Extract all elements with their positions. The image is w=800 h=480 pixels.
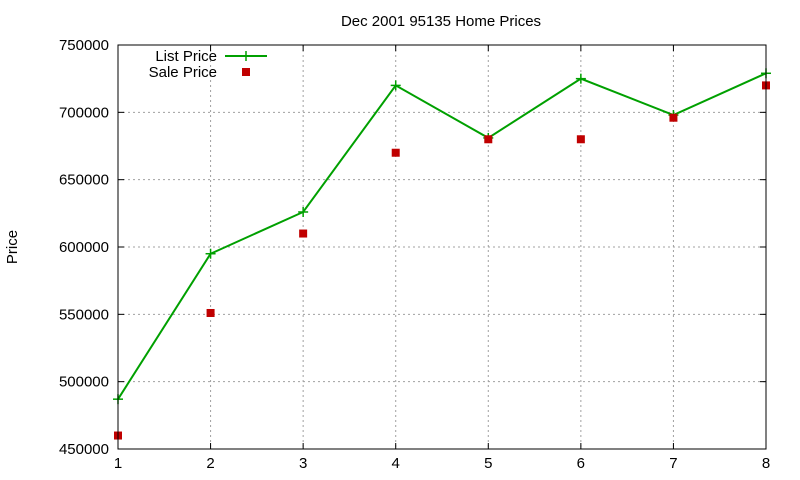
legend-label: Sale Price bbox=[149, 64, 217, 81]
data-point bbox=[575, 73, 586, 84]
data-point bbox=[669, 113, 678, 122]
legend-label: List Price bbox=[155, 48, 217, 65]
data-point bbox=[242, 68, 250, 76]
x-tick-label: 8 bbox=[762, 455, 770, 472]
y-tick-label: 700000 bbox=[59, 104, 109, 121]
y-tick-label: 750000 bbox=[59, 37, 109, 54]
series-line bbox=[117, 72, 767, 400]
data-point bbox=[298, 206, 309, 217]
x-tick-label: 3 bbox=[299, 455, 307, 472]
x-tick-label: 5 bbox=[484, 455, 492, 472]
x-tick-label: 7 bbox=[669, 455, 677, 472]
data-point bbox=[390, 80, 401, 91]
plot-frame bbox=[117, 44, 767, 450]
series-sale-price bbox=[114, 81, 770, 440]
data-point bbox=[241, 51, 251, 61]
y-tick-label: 550000 bbox=[59, 306, 109, 323]
y-tick-label: 650000 bbox=[59, 172, 109, 189]
data-point bbox=[206, 308, 215, 317]
y-axis-label: Price bbox=[4, 230, 21, 264]
y-tick-label: 450000 bbox=[59, 441, 109, 458]
x-tick-label: 1 bbox=[114, 455, 122, 472]
x-tick-label: 6 bbox=[577, 455, 585, 472]
series-layer bbox=[113, 68, 771, 440]
data-point bbox=[576, 135, 585, 144]
y-tick-label: 500000 bbox=[59, 374, 109, 391]
grid bbox=[118, 45, 766, 449]
data-point bbox=[484, 135, 493, 144]
x-tick-label: 2 bbox=[206, 455, 214, 472]
x-tick-label: 4 bbox=[392, 455, 400, 472]
chart-title: Dec 2001 95135 Home Prices bbox=[341, 13, 541, 30]
y-tick-label: 600000 bbox=[59, 239, 109, 256]
data-point bbox=[299, 229, 308, 238]
axes: 450000 500000 550000 600000 650000 700000 7500… bbox=[59, 37, 770, 472]
data-point bbox=[391, 148, 400, 157]
data-point bbox=[205, 248, 216, 259]
